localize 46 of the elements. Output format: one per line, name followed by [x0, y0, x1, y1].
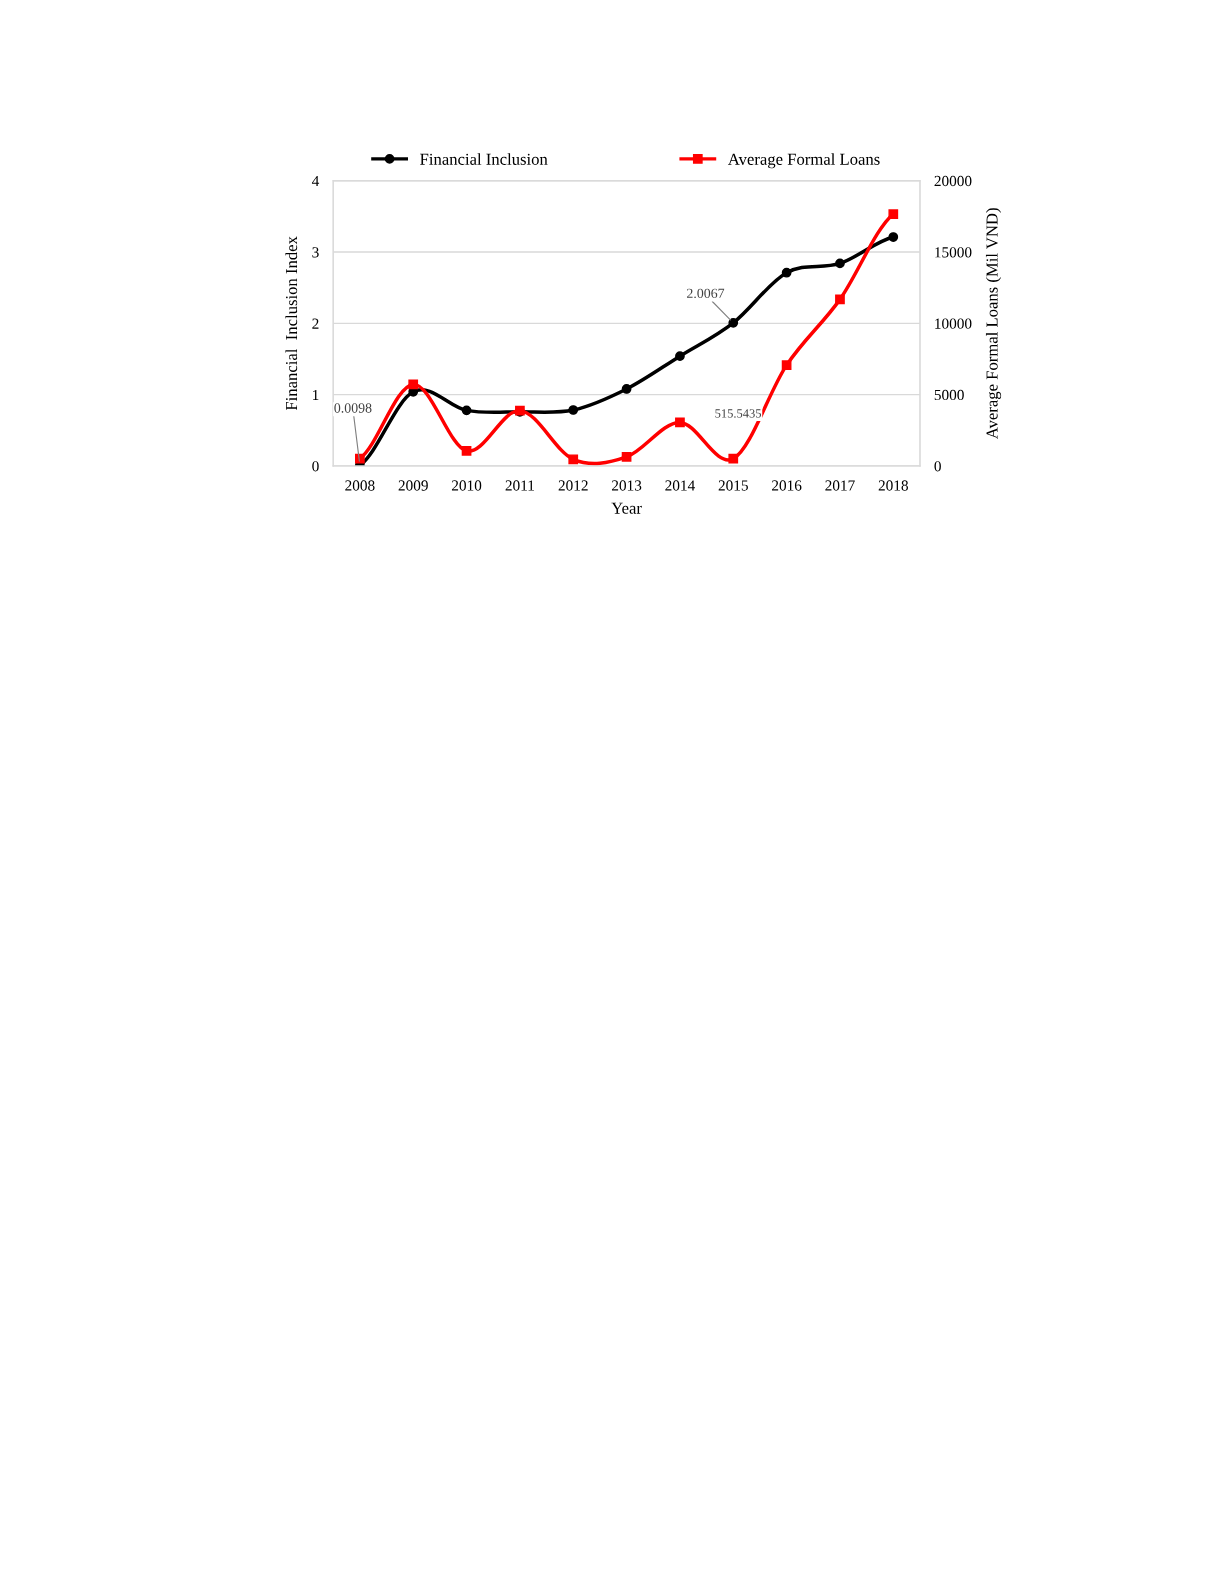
annotation: 515.5435: [715, 409, 762, 418]
x-tick-label: 2015: [718, 480, 748, 491]
point: [835, 258, 845, 269]
point: [675, 351, 685, 362]
annotation: 2.0067: [687, 288, 725, 299]
x-tick-label: 2012: [558, 480, 588, 491]
point: [408, 379, 419, 390]
point: [675, 417, 685, 428]
point: [781, 267, 792, 278]
y2-tick-label: 15000: [935, 247, 972, 258]
point: [621, 384, 632, 394]
point: [835, 294, 845, 305]
x-axis-title: Year: [611, 502, 642, 514]
legend-label: Financial Inclusion: [420, 153, 548, 165]
x-tick-label: 2014: [665, 480, 695, 491]
legend-label: Average Formal Loans: [727, 153, 880, 169]
x-tick-label: 2016: [772, 480, 802, 491]
y2-tick-label: 20000: [934, 175, 972, 187]
y2-axis-title: Average Formal Loans (Mil VND): [985, 208, 1002, 440]
y2-tick-label: 10000: [935, 318, 972, 329]
y-tick-label: 1: [313, 389, 319, 400]
annotation: 0.0098: [334, 403, 372, 413]
point: [568, 405, 579, 415]
x-tick-label: 2011: [505, 480, 534, 491]
point: [461, 446, 472, 456]
point: [461, 405, 472, 416]
point: [621, 451, 632, 462]
point: [728, 318, 739, 328]
point: [728, 453, 739, 464]
y2-tick-label: 5000: [934, 389, 964, 401]
point: [888, 209, 899, 219]
y-tick-label: 3: [312, 247, 319, 258]
x-tick-label: 2009: [398, 480, 428, 491]
x-tick-label: 2018: [878, 480, 908, 491]
y-tick-label: 0: [312, 461, 319, 472]
y-tick-label: 2: [312, 318, 319, 329]
point: [568, 454, 579, 465]
y-tick-label: 4: [311, 175, 320, 186]
point: [888, 232, 899, 242]
point: [781, 360, 792, 370]
x-tick-label: 2010: [451, 480, 482, 491]
y-axis-title: Financial Inclusion Index: [285, 236, 298, 411]
y2-tick-label: 0: [934, 461, 941, 472]
x-tick-label: 2008: [345, 480, 375, 491]
x-tick-label: 2013: [611, 480, 642, 491]
x-tick-label: 2017: [825, 480, 855, 491]
